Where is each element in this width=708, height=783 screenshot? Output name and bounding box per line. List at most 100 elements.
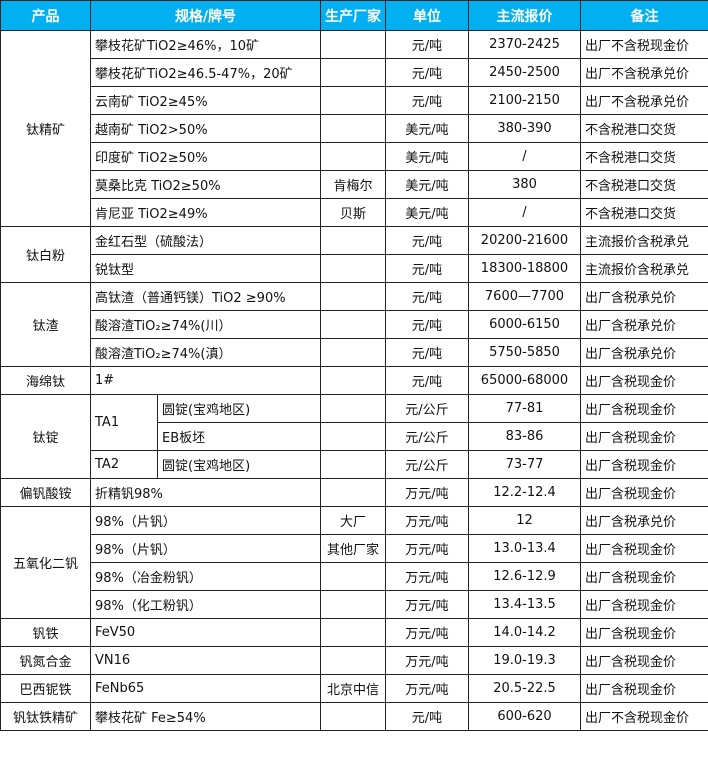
spec-cell: 酸溶渣TiO₂≥74%(滇） xyxy=(90,338,321,367)
factory-cell xyxy=(320,142,386,171)
unit-cell: 万元/吨 xyxy=(385,562,469,591)
table-row: 越南矿 TiO2>50% 美元/吨 380-390 不含税港口交货 xyxy=(1,114,708,143)
factory-cell xyxy=(320,254,386,283)
spec-cell: FeV50 xyxy=(90,618,321,647)
price-cell: 2100-2150 xyxy=(468,86,581,115)
price-cell: 18300-18800 xyxy=(468,254,581,283)
spec-cell: VN16 xyxy=(90,646,321,675)
product-cell: 钒氮合金 xyxy=(0,646,91,675)
unit-cell: 元/公斤 xyxy=(385,450,469,479)
table-row: 酸溶渣TiO₂≥74%(川） 元/吨 6000-6150 出厂含税承兑价 xyxy=(1,310,708,339)
table-row: 98%（化工粉钒） 万元/吨 13.4-13.5 出厂含税现金价 xyxy=(1,590,708,619)
spec-cell: 金红石型（硫酸法） xyxy=(90,226,321,255)
factory-cell: 其他厂家 xyxy=(320,534,386,563)
spec-cell: FeNb65 xyxy=(90,674,321,703)
spec-cell: 云南矿 TiO2≥45% xyxy=(90,86,321,115)
price-cell: 19.0-19.3 xyxy=(468,646,581,675)
note-cell: 不含税港口交货 xyxy=(580,198,708,227)
product-cell: 五氧化二钒 xyxy=(0,506,91,619)
product-cell: 钛白粉 xyxy=(0,226,91,283)
price-cell: 12 xyxy=(468,506,581,535)
table-row: 钒钛铁精矿 攀枝花矿 Fe≥54% 元/吨 600-620 出厂不含税现金价 xyxy=(0,702,708,731)
product-cell: 钛精矿 xyxy=(0,30,91,227)
table-row: TA2 圆锭(宝鸡地区) 元/公斤 73-77 出厂含税现金价 xyxy=(1,450,708,479)
factory-cell xyxy=(320,618,386,647)
note-cell: 出厂含税现金价 xyxy=(580,394,708,423)
product-cell: 巴西铌铁 xyxy=(0,674,91,703)
factory-cell xyxy=(320,590,386,619)
unit-cell: 元/吨 xyxy=(385,366,469,395)
note-cell: 出厂含税承兑价 xyxy=(580,338,708,367)
unit-cell: 万元/吨 xyxy=(385,478,469,507)
factory-cell xyxy=(320,282,386,311)
unit-cell: 元/公斤 xyxy=(385,394,469,423)
factory-cell xyxy=(320,30,386,59)
unit-cell: 元/吨 xyxy=(385,30,469,59)
spec-cell: 圆锭(宝鸡地区) xyxy=(157,450,321,479)
factory-cell xyxy=(320,394,386,423)
note-cell: 出厂不含税现金价 xyxy=(580,702,708,731)
table-row: 海绵钛 1# 元/吨 65000-68000 出厂含税现金价 xyxy=(0,366,708,395)
table-row: 云南矿 TiO2≥45% 元/吨 2100-2150 出厂不含税承兑价 xyxy=(1,86,708,115)
note-cell: 出厂含税现金价 xyxy=(580,674,708,703)
spec-cell: 1# xyxy=(90,366,321,395)
factory-cell xyxy=(320,310,386,339)
table-row: 钒氮合金 VN16 万元/吨 19.0-19.3 出厂含税现金价 xyxy=(0,646,708,675)
header-spec: 规格/牌号 xyxy=(90,0,321,31)
spec-cell: 攀枝花矿TiO2≥46%，10矿 xyxy=(90,30,321,59)
factory-cell xyxy=(320,702,386,731)
note-cell: 不含税港口交货 xyxy=(580,114,708,143)
table-row: 钒铁 FeV50 万元/吨 14.0-14.2 出厂含税现金价 xyxy=(0,618,708,647)
unit-cell: 美元/吨 xyxy=(385,198,469,227)
factory-cell xyxy=(320,450,386,479)
unit-cell: 元/公斤 xyxy=(385,422,469,451)
price-cell: 2450-2500 xyxy=(468,58,581,87)
table-row: 钛精矿 攀枝花矿TiO2≥46%，10矿 元/吨 2370-2425 出厂不含税现金价 xyxy=(0,30,708,227)
unit-cell: 元/吨 xyxy=(385,58,469,87)
table-row: 肯尼亚 TiO2≥49% 贝斯 美元/吨 / 不含税港口交货 xyxy=(1,198,708,227)
price-cell: 6000-6150 xyxy=(468,310,581,339)
header-price: 主流报价 xyxy=(468,0,581,31)
factory-cell: 贝斯 xyxy=(320,198,386,227)
price-cell: 65000-68000 xyxy=(468,366,581,395)
spec-cell: 攀枝花矿 Fe≥54% xyxy=(90,702,321,731)
product-cell: 钛锭 xyxy=(0,394,91,479)
price-cell: 13.4-13.5 xyxy=(468,590,581,619)
unit-cell: 元/吨 xyxy=(385,254,469,283)
table-row: 钛渣 高钛渣（普通钙镁）TiO2 ≥90% 元/吨 7600—7700 出厂含税承兑价 xyxy=(0,282,708,367)
unit-cell: 美元/吨 xyxy=(385,142,469,171)
unit-cell: 万元/吨 xyxy=(385,646,469,675)
factory-cell: 肯梅尔 xyxy=(320,170,386,199)
note-cell: 出厂不含税承兑价 xyxy=(580,86,708,115)
table-row: 98%（片钒） 其他厂家 万元/吨 13.0-13.4 出厂含税现金价 xyxy=(1,534,708,563)
note-cell: 出厂含税现金价 xyxy=(580,366,708,395)
note-cell: 出厂含税现金价 xyxy=(580,478,708,507)
header-row: 产品 规格/牌号 生产厂家 单位 主流报价 备注 xyxy=(0,0,708,31)
unit-cell: 元/吨 xyxy=(385,226,469,255)
price-cell: 73-77 xyxy=(468,450,581,479)
factory-cell xyxy=(320,562,386,591)
note-cell: 主流报价含税承兑 xyxy=(580,226,708,255)
price-cell: 5750-5850 xyxy=(468,338,581,367)
unit-cell: 元/吨 xyxy=(385,282,469,311)
spec-cell: 折精钒98% xyxy=(90,478,321,507)
factory-cell xyxy=(320,114,386,143)
unit-cell: 万元/吨 xyxy=(385,618,469,647)
factory-cell xyxy=(320,478,386,507)
note-cell: 出厂含税现金价 xyxy=(580,562,708,591)
table-row: 锐钛型 元/吨 18300-18800 主流报价含税承兑 xyxy=(1,254,708,283)
grade-cell: TA2 xyxy=(90,450,158,479)
price-cell: 83-86 xyxy=(468,422,581,451)
note-cell: 出厂含税现金价 xyxy=(580,450,708,479)
note-cell: 出厂不含税承兑价 xyxy=(580,58,708,87)
price-cell: 380-390 xyxy=(468,114,581,143)
factory-cell xyxy=(320,422,386,451)
note-cell: 出厂含税现金价 xyxy=(580,534,708,563)
spec-cell: 印度矿 TiO2≥50% xyxy=(90,142,321,171)
note-cell: 出厂含税现金价 xyxy=(580,618,708,647)
header-note: 备注 xyxy=(580,0,708,31)
factory-cell xyxy=(320,86,386,115)
spec-cell: 攀枝花矿TiO2≥46.5-47%，20矿 xyxy=(90,58,321,87)
price-cell: 20200-21600 xyxy=(468,226,581,255)
price-cell: 20.5-22.5 xyxy=(468,674,581,703)
